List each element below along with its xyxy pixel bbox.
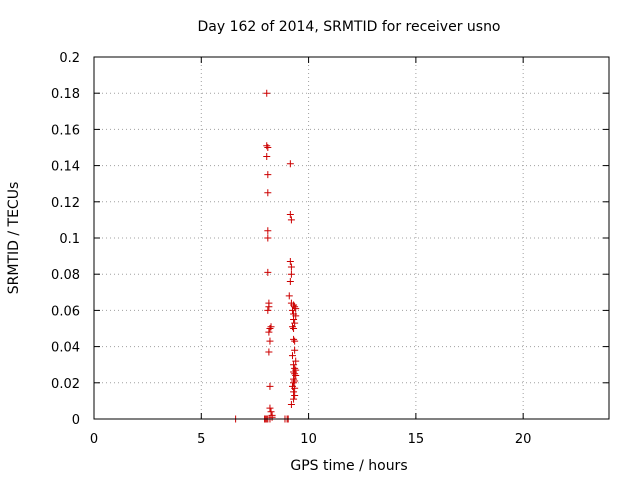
data-point xyxy=(291,370,299,378)
data-point xyxy=(267,408,275,416)
plot-frame xyxy=(93,56,610,420)
data-point xyxy=(292,357,300,365)
data-point xyxy=(290,315,298,323)
x-tick-label: 5 xyxy=(197,432,205,447)
data-point xyxy=(286,210,294,218)
data-point xyxy=(286,160,294,168)
data-point xyxy=(290,325,298,332)
data-point xyxy=(291,377,299,385)
data-point xyxy=(264,306,272,314)
x-tick-label: 10 xyxy=(300,432,317,447)
data-point xyxy=(286,277,294,285)
y-tick-label: 0.1 xyxy=(59,232,80,247)
data-point xyxy=(263,153,271,161)
data-point xyxy=(263,89,271,97)
data-point xyxy=(264,189,272,197)
y-tick-label: 0 xyxy=(72,413,80,428)
data-point xyxy=(264,227,272,235)
data-point xyxy=(265,303,273,311)
data-point xyxy=(287,401,295,409)
y-tick-label: 0.2 xyxy=(59,51,80,66)
data-point xyxy=(290,395,298,403)
data-point xyxy=(287,263,295,271)
data-point xyxy=(288,323,296,331)
data-point xyxy=(264,144,272,151)
chart-title: Day 162 of 2014, SRMTID for receiver usn… xyxy=(197,19,500,35)
data-point xyxy=(291,384,299,392)
data-point xyxy=(264,268,272,276)
data-point xyxy=(291,319,299,327)
x-axis-title: GPS time / hours xyxy=(290,458,407,474)
x-tick-label: 20 xyxy=(515,432,532,447)
data-point xyxy=(265,348,273,356)
y-tick-label: 0.02 xyxy=(51,377,80,392)
data-point xyxy=(266,404,274,412)
data-point xyxy=(290,379,298,387)
y-tick-label: 0.14 xyxy=(51,160,80,175)
y-tick-label: 0.06 xyxy=(51,304,80,319)
data-point xyxy=(264,171,272,179)
data-point xyxy=(290,368,298,376)
data-point xyxy=(264,234,272,242)
data-point xyxy=(285,292,293,300)
x-tick-label: 15 xyxy=(408,432,425,447)
data-point xyxy=(291,391,299,399)
data-point xyxy=(291,337,299,345)
data-point xyxy=(292,305,300,313)
data-point xyxy=(287,270,295,278)
data-point xyxy=(263,142,271,150)
data-point xyxy=(266,325,274,332)
data-point xyxy=(268,411,276,419)
data-point xyxy=(265,328,273,336)
data-point xyxy=(292,372,300,380)
data-point xyxy=(267,323,275,331)
data-point xyxy=(290,361,298,369)
data-point xyxy=(290,301,298,309)
data-point xyxy=(292,312,300,320)
data-point xyxy=(287,216,295,224)
data-point xyxy=(291,346,299,354)
data-point xyxy=(291,303,299,311)
tick-labels: 0 5 10 15 20 0 0.02 0.04 0.06 0.08 0.1 0.12 0.14 0.16… xyxy=(51,51,531,447)
grid-lines xyxy=(94,57,609,419)
data-point xyxy=(288,352,296,360)
y-tick-label: 0.08 xyxy=(51,268,80,283)
data-point xyxy=(290,335,298,343)
y-tick-label: 0.12 xyxy=(51,196,80,211)
y-axis-title: SRMTID / TECUs xyxy=(6,182,22,295)
data-point xyxy=(288,306,296,314)
y-tick-label: 0.04 xyxy=(51,341,80,356)
data-point xyxy=(286,258,294,266)
data-point xyxy=(290,388,298,396)
data-point xyxy=(266,382,274,390)
y-tick-label: 0.16 xyxy=(51,123,80,138)
data-point xyxy=(266,337,274,345)
y-tick-label: 0.18 xyxy=(51,87,80,102)
x-tick-label: 0 xyxy=(90,432,98,447)
